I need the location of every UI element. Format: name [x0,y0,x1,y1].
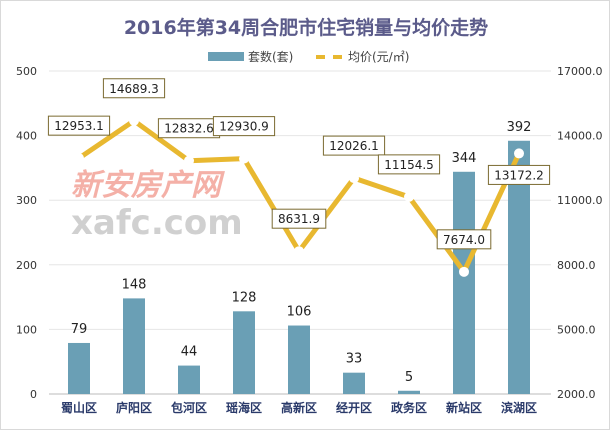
x-tick-label: 包河区 [170,400,207,415]
chart-title: 2016年第34周合肥市住宅销量与均价走势 [124,16,488,39]
bar-label: 344 [452,151,477,166]
y-left-tick: 400 [16,130,37,143]
y-right-tick: 8000.0 [557,259,596,272]
bar-label: 79 [71,322,88,337]
price-label: 12930.9 [219,120,269,134]
price-label: 13172.2 [494,168,544,182]
price-label: 14689.3 [109,82,159,96]
price-label: 7674.0 [443,233,485,247]
bar [68,342,90,394]
y-right-tick: 17000.0 [557,65,603,78]
price-label: 12832.6 [164,122,214,136]
price-marker [349,173,359,184]
price-marker [74,153,84,164]
price-label: 12026.1 [329,139,379,153]
bar-label: 106 [287,305,312,320]
bar [123,298,145,394]
y-left-tick: 500 [16,65,37,78]
y-left-tick: 300 [16,194,37,207]
y-right-tick: 14000.0 [557,130,603,143]
legend-line-label: 均价(元/㎡) [348,50,409,64]
y-left-tick: 200 [16,259,37,272]
price-marker [294,246,304,257]
price-label: 12953.1 [54,119,104,133]
bar [508,140,530,394]
legend-bar-swatch [208,52,244,61]
bar-label: 33 [346,352,363,367]
y-left-tick: 100 [16,323,37,336]
y-left-tick: 0 [30,388,37,401]
x-tick-label: 政务区 [391,400,427,415]
bar-label: 44 [181,345,198,360]
bar [233,311,255,394]
x-tick-label: 庐阳区 [116,400,152,415]
price-label: 8631.9 [278,212,320,226]
price-marker [514,148,524,159]
price-label: 11154.5 [384,158,434,172]
bar [398,390,420,394]
price-marker [459,266,469,277]
x-tick-label: 瑶海区 [226,400,262,415]
bar-label: 5 [405,370,413,385]
price-marker [404,191,414,202]
bar [343,372,365,394]
bar [288,325,310,394]
price-marker [239,153,249,164]
y-right-tick: 11000.0 [557,194,603,207]
x-tick-label: 经开区 [336,400,372,415]
x-tick-label: 蜀山区 [61,400,97,415]
bar-label: 148 [122,277,147,292]
price-label-box [102,78,166,99]
price-label-box [436,229,492,250]
bar-label: 392 [507,120,532,135]
price-label-box [271,208,327,229]
y-right-tick: 2000.0 [557,388,596,401]
bar [178,365,200,394]
price-label-box [47,115,111,136]
y-right-tick: 5000.0 [557,323,596,336]
price-label-box [487,164,551,185]
bar [453,171,475,394]
legend-bar-label: 套数(套) [248,49,293,64]
price-label-box [212,116,276,137]
price-label-box [322,135,386,156]
price-marker [184,155,194,166]
price-label-box [377,154,441,175]
bar-label: 128 [232,290,257,305]
x-tick-label: 高新区 [281,400,317,415]
x-tick-label: 滨湖区 [501,400,537,415]
x-tick-label: 新站区 [446,400,482,415]
price-marker [129,115,139,126]
